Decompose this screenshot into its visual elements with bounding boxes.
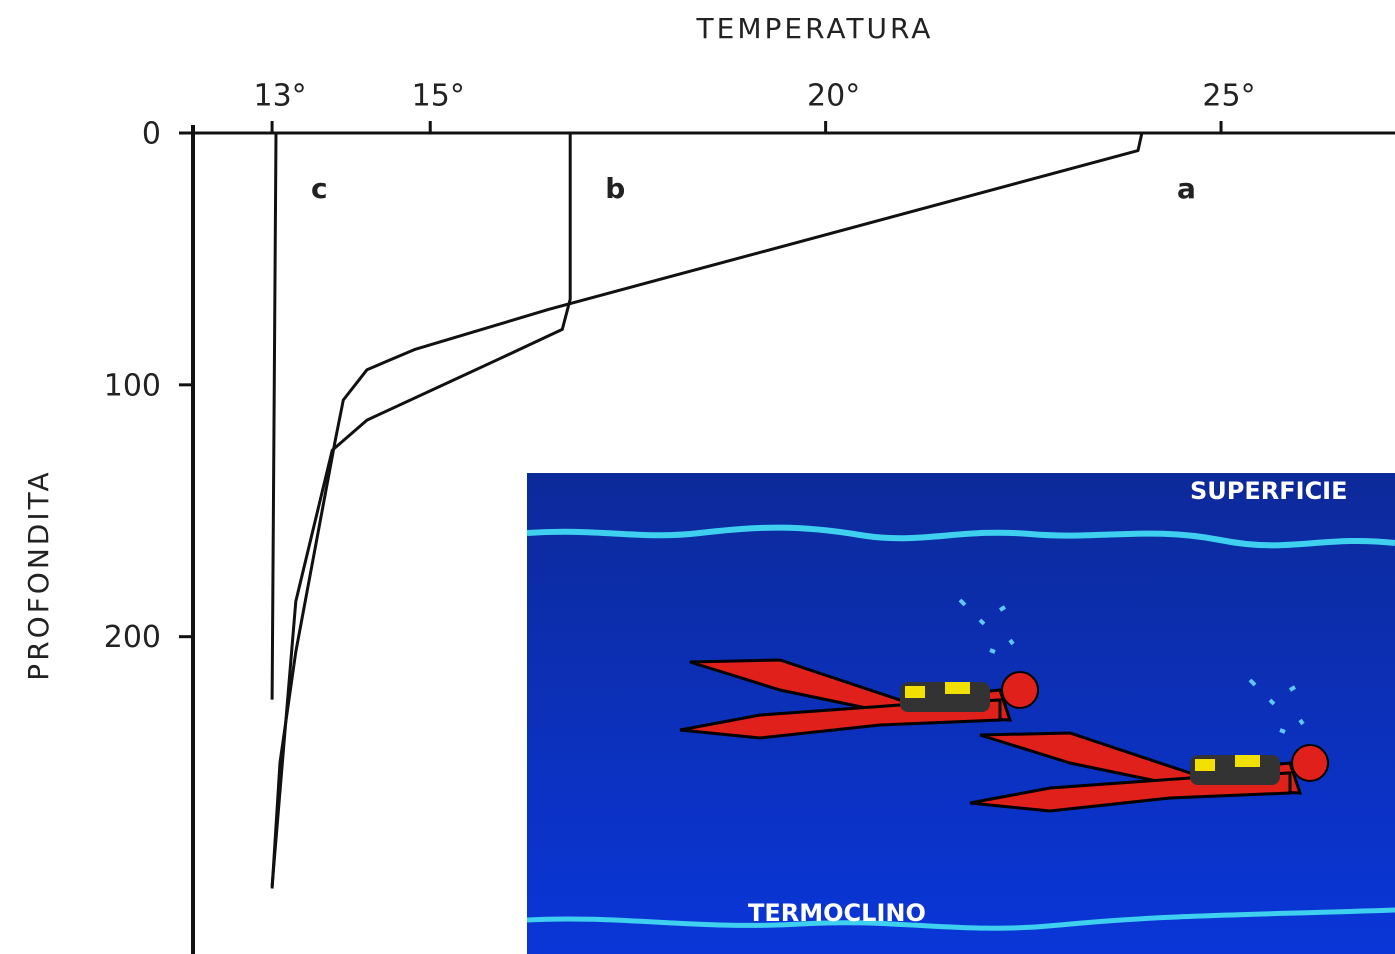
curve-label: a bbox=[1177, 172, 1196, 205]
y-axis-label: PROFONDITA bbox=[22, 469, 55, 680]
curve-label: c bbox=[311, 172, 328, 205]
inset-top-label: SUPERFICIE bbox=[1190, 477, 1348, 505]
y-tick-label: 0 bbox=[142, 117, 161, 152]
inset-bottom-label: TERMOCLINO bbox=[748, 899, 926, 927]
curve-label: b bbox=[605, 172, 625, 205]
inset-illustration: SUPERFICIE TERMOCLINO bbox=[527, 473, 1395, 954]
curve bbox=[272, 133, 276, 700]
y-tick-label: 200 bbox=[104, 620, 161, 655]
x-tick-label: 15° bbox=[412, 79, 465, 114]
x-tick-label: 13° bbox=[253, 79, 306, 114]
curve bbox=[272, 133, 570, 886]
x-tick-label: 20° bbox=[807, 79, 860, 114]
chart: TEMPERATURA PROFONDITA 13° 15° 20° 25° 0 100 2… bbox=[0, 0, 1395, 954]
x-axis-label: TEMPERATURA bbox=[696, 12, 934, 45]
y-tick-label: 100 bbox=[104, 368, 161, 403]
x-tick-label: 25° bbox=[1202, 79, 1255, 114]
